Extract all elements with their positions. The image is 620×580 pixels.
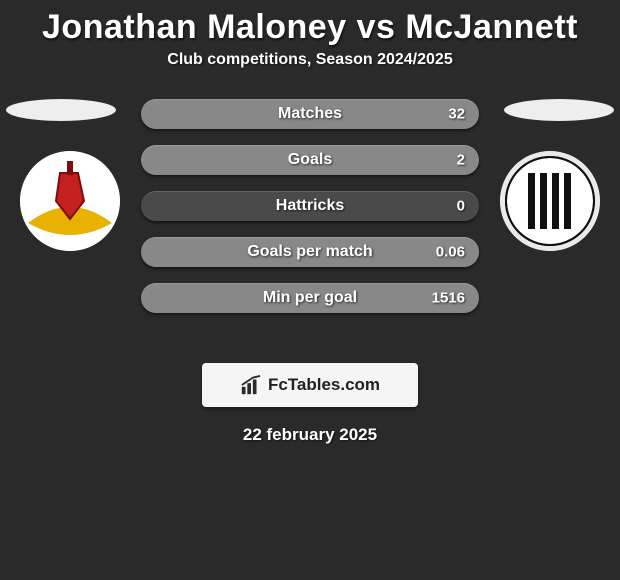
crest-left-icon bbox=[20, 151, 120, 251]
stat-bar: Hattricks 0 bbox=[141, 191, 479, 221]
date-text: 22 february 2025 bbox=[0, 425, 620, 445]
stat-value-right: 1516 bbox=[432, 290, 465, 307]
stat-label: Matches bbox=[278, 105, 342, 123]
club-crest-left bbox=[20, 151, 120, 251]
stat-bar: Min per goal 1516 bbox=[141, 283, 479, 313]
stat-value-right: 0 bbox=[457, 198, 465, 215]
stat-bar: Goals per match 0.06 bbox=[141, 237, 479, 267]
flag-left bbox=[6, 99, 116, 121]
stat-label: Hattricks bbox=[276, 197, 344, 215]
brand-box[interactable]: FcTables.com bbox=[202, 363, 418, 407]
stat-bars: Matches 32 Goals 2 Hattricks 0 Goals per match… bbox=[141, 99, 479, 329]
chart-icon bbox=[240, 374, 262, 396]
stat-label: Min per goal bbox=[263, 289, 357, 307]
stat-label: Goals bbox=[288, 151, 332, 169]
page-title: Jonathan Maloney vs McJannett bbox=[0, 0, 620, 51]
club-crest-right bbox=[500, 151, 600, 251]
stat-value-right: 0.06 bbox=[436, 244, 465, 261]
flag-right bbox=[504, 99, 614, 121]
stat-value-right: 2 bbox=[457, 152, 465, 169]
stat-bar: Matches 32 bbox=[141, 99, 479, 129]
stat-label: Goals per match bbox=[247, 243, 372, 261]
brand-text: FcTables.com bbox=[268, 375, 380, 395]
stat-value-right: 32 bbox=[448, 106, 465, 123]
stat-bar: Goals 2 bbox=[141, 145, 479, 175]
crest-right-icon bbox=[500, 151, 600, 251]
comparison-stage: Matches 32 Goals 2 Hattricks 0 Goals per match… bbox=[0, 99, 620, 359]
page-subtitle: Club competitions, Season 2024/2025 bbox=[0, 51, 620, 99]
